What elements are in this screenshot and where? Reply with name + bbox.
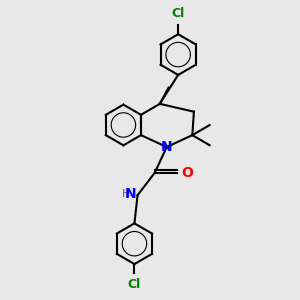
Text: Cl: Cl bbox=[128, 278, 141, 291]
Text: O: O bbox=[181, 166, 193, 180]
Text: Cl: Cl bbox=[172, 7, 185, 20]
Text: H: H bbox=[122, 189, 131, 199]
Text: N: N bbox=[125, 187, 136, 201]
Text: N: N bbox=[161, 140, 172, 154]
